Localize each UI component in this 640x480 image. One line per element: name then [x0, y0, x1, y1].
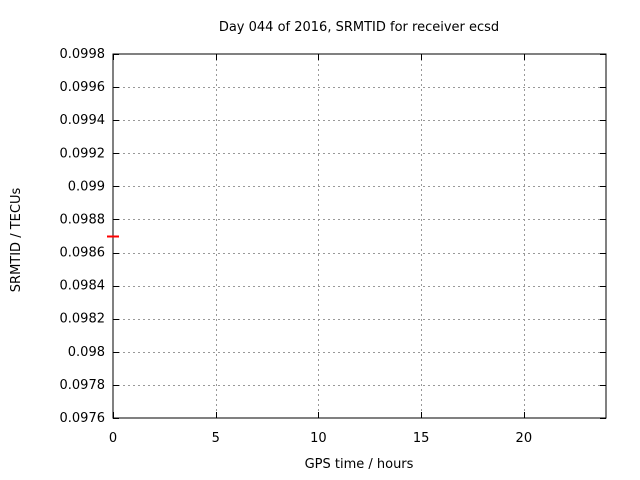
- y-tick-label: 0.0976: [60, 411, 106, 426]
- x-tick-label: 10: [310, 431, 327, 446]
- plot-border: [112, 53, 607, 419]
- y-axis-label: SRMTID / TECUs: [9, 188, 24, 293]
- y-tick-label: 0.0982: [60, 312, 106, 327]
- y-tick-label: 0.0988: [60, 212, 106, 227]
- y-tick-label: 0.0994: [60, 113, 106, 128]
- x-tick-label: 5: [212, 431, 220, 446]
- x-tick-label: 20: [516, 431, 533, 446]
- tick-layer: [113, 54, 606, 419]
- y-tick-label: 0.098: [68, 345, 105, 360]
- chart-title: Day 044 of 2016, SRMTID for receiver ecs…: [219, 20, 499, 35]
- y-tick-label: 0.0996: [60, 80, 106, 95]
- y-tick-label: 0.0998: [60, 47, 106, 62]
- y-tick-label: 0.0984: [60, 279, 106, 294]
- grid-layer: [113, 54, 606, 418]
- tick-label-layer: 0.0976 0.0978 0.098 0.0982 0.0984 0.0986 0.098…: [60, 47, 533, 446]
- y-tick-label: 0.099: [68, 179, 105, 194]
- x-axis-label: GPS time / hours: [305, 457, 414, 472]
- x-tick-label: 0: [109, 431, 117, 446]
- y-tick-label: 0.0986: [60, 246, 106, 261]
- x-tick-label: 15: [413, 431, 430, 446]
- y-tick-label: 0.0978: [60, 378, 106, 393]
- y-tick-label: 0.0992: [60, 146, 106, 161]
